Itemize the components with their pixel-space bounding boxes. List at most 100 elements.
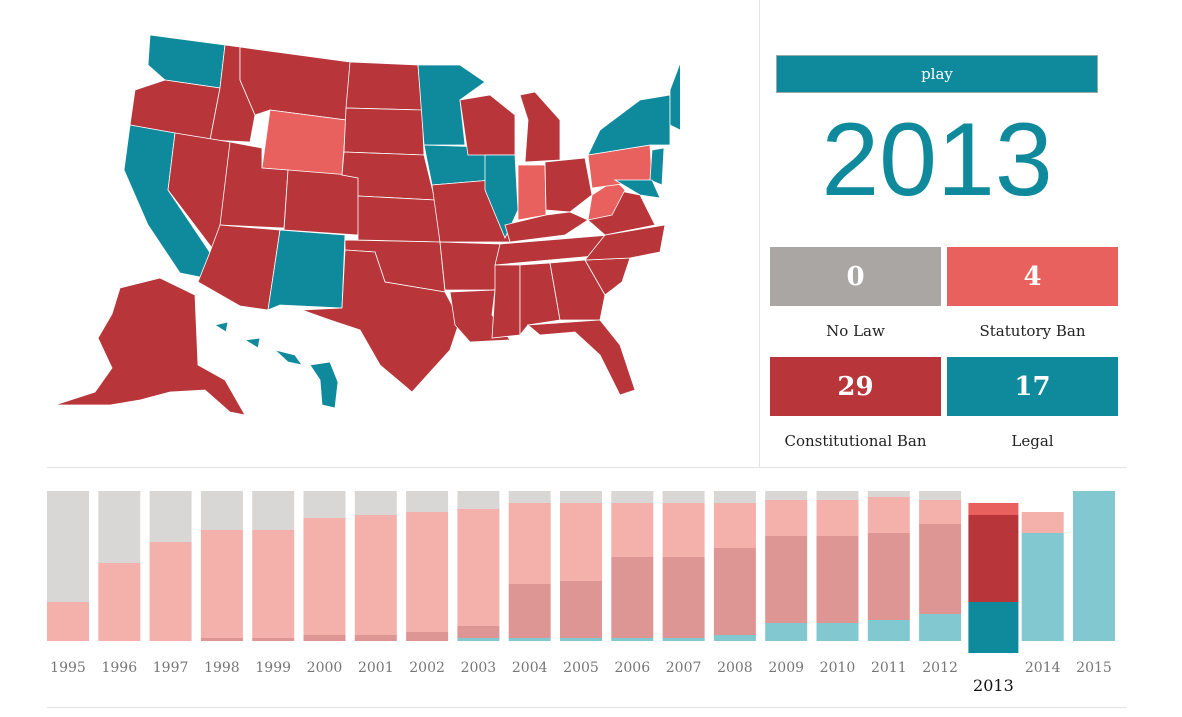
bar-2000-constitutional-ban[interactable] (303, 635, 346, 641)
bar-1998-statutory-ban[interactable] (200, 530, 243, 638)
bar-2003-statutory-ban[interactable] (457, 509, 500, 626)
bar-2010-statutory-ban[interactable] (816, 500, 859, 536)
bar-1999-no-law[interactable] (252, 491, 295, 530)
year-tick-label[interactable]: 2012 (922, 660, 958, 676)
bar-2009-no-law[interactable] (765, 491, 808, 500)
bar-2003-legal[interactable] (457, 638, 500, 641)
state-new-york[interactable] (587, 94, 671, 156)
year-tick-label[interactable]: 2008 (717, 660, 753, 676)
bar-2001-no-law[interactable] (354, 491, 397, 515)
bar-2003-no-law[interactable] (457, 491, 500, 509)
state-alaska[interactable] (54, 277, 246, 416)
bar-2008-constitutional-ban[interactable] (713, 548, 756, 635)
year-tick-label[interactable]: 2013 (973, 676, 1014, 695)
bar-1998-no-law[interactable] (200, 491, 243, 530)
bar-2001-statutory-ban[interactable] (354, 515, 397, 635)
bar-2005-legal[interactable] (560, 638, 602, 641)
bar-2011-constitutional-ban[interactable] (867, 533, 910, 620)
bar-2015-legal[interactable] (1073, 491, 1115, 641)
bar-2005-no-law[interactable] (560, 491, 602, 503)
bar-2003-constitutional-ban[interactable] (457, 626, 500, 638)
bar-1997-no-law[interactable] (149, 491, 192, 542)
bar-2002-constitutional-ban[interactable] (406, 632, 449, 641)
bar-1996-statutory-ban[interactable] (98, 563, 141, 641)
year-tick-label[interactable]: 1996 (101, 660, 137, 676)
state-maryland-delaware[interactable] (613, 179, 661, 199)
state-ohio[interactable] (544, 157, 593, 213)
bar-2006-no-law[interactable] (611, 491, 654, 503)
state-new-mexico[interactable] (267, 229, 346, 311)
bar-1999-constitutional-ban[interactable] (252, 638, 295, 641)
bar-2012-constitutional-ban[interactable] (919, 524, 962, 614)
year-tick-label[interactable]: 2006 (614, 660, 650, 676)
state-new-england[interactable] (669, 50, 680, 131)
bar-2004-legal[interactable] (508, 638, 551, 641)
bar-2004-no-law[interactable] (508, 491, 551, 503)
bar-1999-statutory-ban[interactable] (252, 530, 295, 638)
year-tick-label[interactable]: 1995 (50, 660, 86, 676)
bar-2007-constitutional-ban[interactable] (662, 557, 705, 638)
year-tick-label[interactable]: 2011 (871, 660, 907, 676)
bar-2010-legal[interactable] (816, 623, 859, 641)
year-tick-label[interactable]: 1999 (255, 660, 291, 676)
bar-1996-no-law[interactable] (98, 491, 141, 563)
state-hawaii[interactable] (213, 321, 339, 409)
bar-2007-statutory-ban[interactable] (662, 503, 705, 557)
year-tick-label[interactable]: 1997 (153, 660, 189, 676)
year-tick-label[interactable]: 2002 (409, 660, 445, 676)
bar-2006-legal[interactable] (611, 638, 654, 641)
bar-2005-constitutional-ban[interactable] (560, 581, 602, 638)
bar-2013-statutory-ban[interactable] (968, 503, 1019, 515)
bar-2011-legal[interactable] (867, 620, 910, 641)
bar-2014-legal[interactable] (1021, 533, 1064, 641)
bar-2011-statutory-ban[interactable] (867, 497, 910, 533)
state-michigan[interactable] (519, 91, 561, 163)
bar-2012-statutory-ban[interactable] (919, 500, 962, 524)
bar-2002-no-law[interactable] (406, 491, 449, 512)
bar-2002-statutory-ban[interactable] (406, 512, 449, 632)
bar-2009-legal[interactable] (765, 623, 808, 641)
bar-2004-constitutional-ban[interactable] (508, 584, 551, 638)
bar-2008-legal[interactable] (713, 635, 756, 641)
year-tick-label[interactable]: 2001 (358, 660, 394, 676)
bar-2012-no-law[interactable] (919, 491, 962, 500)
year-tick-label[interactable]: 2004 (512, 660, 548, 676)
bar-2007-no-law[interactable] (662, 491, 705, 503)
bar-2006-constitutional-ban[interactable] (611, 557, 654, 638)
bar-2009-constitutional-ban[interactable] (765, 536, 808, 623)
bar-2005-statutory-ban[interactable] (560, 503, 602, 581)
bar-1995-statutory-ban[interactable] (47, 602, 89, 641)
state-texas[interactable] (301, 249, 461, 393)
state-georgia[interactable] (549, 259, 606, 321)
year-tick-label[interactable]: 2003 (461, 660, 497, 676)
bar-2012-legal[interactable] (919, 614, 962, 641)
bar-1995-no-law[interactable] (47, 491, 89, 602)
bar-2013-legal[interactable] (968, 602, 1019, 653)
state-new-jersey[interactable] (649, 147, 665, 186)
year-tick-label[interactable]: 2007 (666, 660, 702, 676)
bar-2010-no-law[interactable] (816, 491, 859, 500)
bar-2004-statutory-ban[interactable] (508, 503, 551, 584)
year-tick-label[interactable]: 2010 (820, 660, 856, 676)
bar-2006-statutory-ban[interactable] (611, 503, 654, 557)
bar-2009-statutory-ban[interactable] (765, 500, 808, 536)
year-tick-label[interactable]: 2009 (768, 660, 804, 676)
state-north-carolina[interactable] (584, 224, 666, 261)
bar-2008-statutory-ban[interactable] (713, 503, 756, 548)
bar-1997-statutory-ban[interactable] (149, 542, 192, 641)
bar-2011-no-law[interactable] (867, 491, 910, 497)
bar-2000-statutory-ban[interactable] (303, 518, 346, 635)
year-tick-label[interactable]: 2014 (1025, 660, 1061, 676)
year-tick-label[interactable]: 2015 (1076, 660, 1112, 676)
play-button[interactable]: play (776, 55, 1098, 93)
bar-1998-constitutional-ban[interactable] (200, 638, 243, 641)
bar-2000-no-law[interactable] (303, 491, 346, 518)
state-wisconsin[interactable] (459, 94, 516, 156)
bar-2013-constitutional-ban[interactable] (968, 515, 1019, 602)
bar-2007-legal[interactable] (662, 638, 705, 641)
year-tick-label[interactable]: 2000 (307, 660, 343, 676)
bar-2010-constitutional-ban[interactable] (816, 536, 859, 623)
bar-2008-no-law[interactable] (713, 491, 756, 503)
bar-2014-statutory-ban[interactable] (1021, 512, 1064, 533)
year-tick-label[interactable]: 1998 (204, 660, 240, 676)
